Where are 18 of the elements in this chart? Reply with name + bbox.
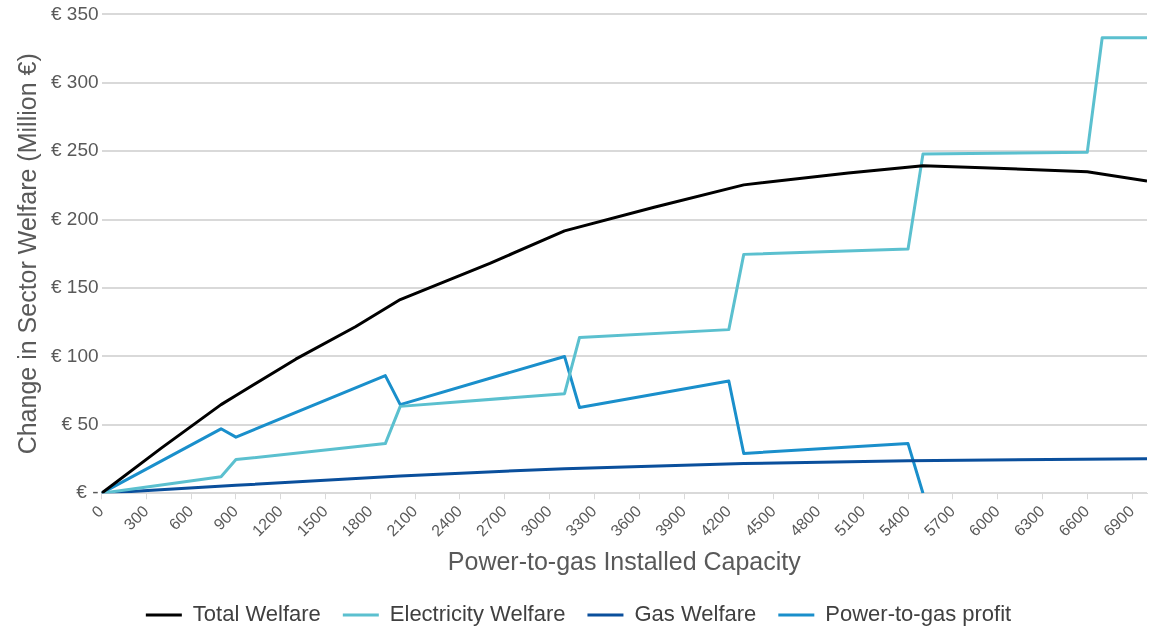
y-tick-label: € 200 [51,207,99,229]
x-axis-title: Power-to-gas Installed Capacity [447,546,802,575]
y-tick-label: € 350 [51,2,99,24]
y-tick-label: € 100 [51,344,99,366]
legend-label: Gas Welfare [634,601,757,627]
x-tick-label: 0 [88,502,107,521]
x-tick-label: 300 [120,502,152,534]
legend-label: Electricity Welfare [389,601,566,627]
y-tick-label: € 50 [61,413,99,435]
y-tick-label: € 300 [51,71,99,93]
legend-label: Total Welfare [192,601,321,627]
legend-label: Power-to-gas profit [825,601,1012,627]
y-axis-title: Change in Sector Welfare (Million €) [12,53,41,455]
y-tick-label: € 250 [51,139,99,161]
x-tick-label: 600 [165,502,197,534]
y-tick-label: € 150 [51,276,99,298]
y-tick-label: € - [76,481,99,503]
x-tick-label: 900 [210,502,242,534]
